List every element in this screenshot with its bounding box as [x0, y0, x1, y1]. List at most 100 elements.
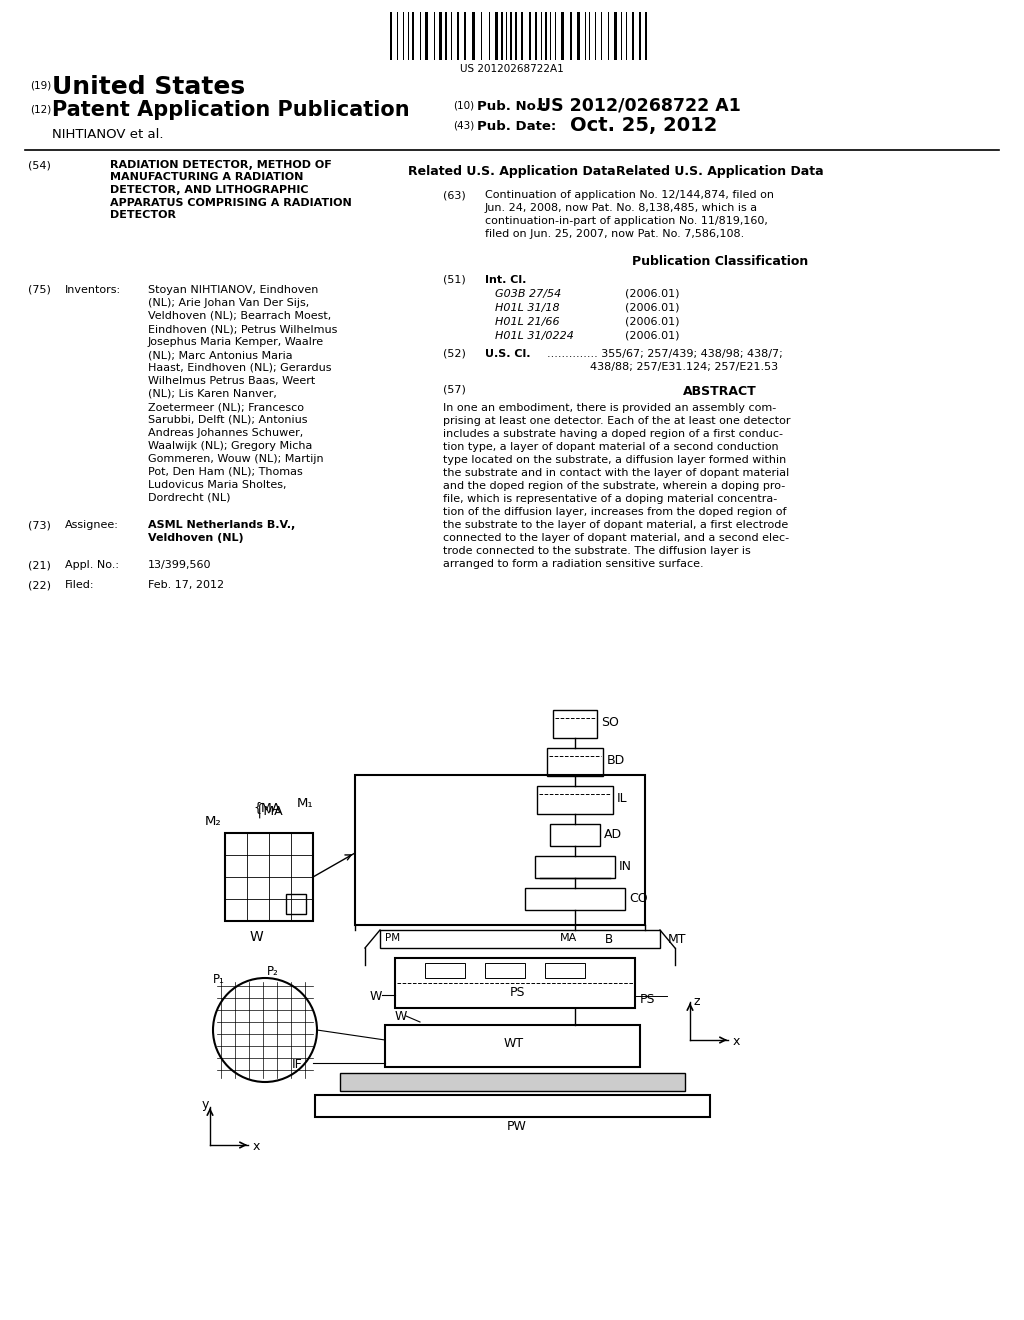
Text: z: z [693, 995, 699, 1008]
Bar [525, 888, 625, 909]
Text: Oct. 25, 2012: Oct. 25, 2012 [570, 116, 718, 135]
Text: (54): (54) [28, 160, 51, 170]
Bar [495, 12, 498, 59]
Bar [340, 1073, 685, 1092]
Text: (10): (10) [453, 100, 474, 110]
Text: M₁: M₁ [297, 797, 313, 810]
Bar [545, 964, 585, 978]
Text: US 2012/0268722 A1: US 2012/0268722 A1 [537, 96, 741, 115]
Text: Josephus Maria Kemper, Waalre: Josephus Maria Kemper, Waalre [148, 337, 325, 347]
Text: Andreas Johannes Schuwer,: Andreas Johannes Schuwer, [148, 428, 303, 438]
Bar [614, 12, 617, 59]
Bar [439, 12, 442, 59]
Text: Inventors:: Inventors: [65, 285, 121, 294]
Text: tion type, a layer of dopant material of a second conduction: tion type, a layer of dopant material of… [443, 442, 778, 451]
Bar [537, 785, 613, 814]
Text: WT: WT [504, 1038, 524, 1049]
Bar [561, 12, 564, 59]
Text: M₂: M₂ [205, 814, 222, 828]
Text: 13/399,560: 13/399,560 [148, 560, 212, 570]
Text: (21): (21) [28, 560, 51, 570]
Text: Related U.S. Application Data: Related U.S. Application Data [409, 165, 615, 178]
Text: Veldhoven (NL): Veldhoven (NL) [148, 533, 244, 543]
Text: (NL); Arie Johan Van Der Sijs,: (NL); Arie Johan Van Der Sijs, [148, 298, 309, 308]
Bar [355, 775, 645, 925]
Text: ⎧MA: ⎧MA [255, 803, 284, 818]
Text: Gommeren, Wouw (NL); Martijn: Gommeren, Wouw (NL); Martijn [148, 454, 324, 465]
Bar [577, 12, 580, 59]
Text: APPARATUS COMPRISING A RADIATION: APPARATUS COMPRISING A RADIATION [110, 198, 352, 207]
Bar [553, 710, 597, 738]
Bar [425, 12, 428, 59]
Text: PM: PM [385, 933, 400, 942]
Text: (2006.01): (2006.01) [625, 331, 680, 341]
Bar [485, 964, 525, 978]
Text: 438/88; 257/E31.124; 257/E21.53: 438/88; 257/E31.124; 257/E21.53 [590, 362, 778, 372]
Text: tion of the diffusion layer, increases from the doped region of: tion of the diffusion layer, increases f… [443, 507, 786, 517]
Text: H01L 31/0224: H01L 31/0224 [495, 331, 573, 341]
Bar [529, 12, 531, 59]
Text: (2006.01): (2006.01) [625, 317, 680, 327]
Bar [535, 12, 537, 59]
Bar [395, 958, 635, 1008]
Text: and the doped region of the substrate, wherein a doping pro-: and the doped region of the substrate, w… [443, 480, 785, 491]
Text: G03B 27/54: G03B 27/54 [495, 289, 561, 300]
Text: connected to the layer of dopant material, and a second elec-: connected to the layer of dopant materia… [443, 533, 790, 543]
Text: Feb. 17, 2012: Feb. 17, 2012 [148, 579, 224, 590]
Text: Sarubbi, Delft (NL); Antonius: Sarubbi, Delft (NL); Antonius [148, 414, 307, 425]
Text: (NL); Marc Antonius Maria: (NL); Marc Antonius Maria [148, 350, 293, 360]
Text: file, which is representative of a doping material concentra-: file, which is representative of a dopin… [443, 494, 777, 504]
Text: MANUFACTURING A RADIATION: MANUFACTURING A RADIATION [110, 173, 303, 182]
Text: PW: PW [507, 1119, 527, 1133]
Text: W: W [250, 931, 264, 944]
Bar [286, 894, 306, 913]
Bar [425, 964, 465, 978]
Text: P₁: P₁ [213, 973, 225, 986]
Text: Zoetermeer (NL); Francesco: Zoetermeer (NL); Francesco [148, 403, 304, 412]
Text: Eindhoven (NL); Petrus Wilhelmus: Eindhoven (NL); Petrus Wilhelmus [148, 323, 337, 334]
Bar [225, 833, 313, 921]
Bar [380, 931, 660, 948]
Text: Publication Classification: Publication Classification [632, 255, 808, 268]
Text: H01L 21/66: H01L 21/66 [495, 317, 560, 327]
Text: MT: MT [668, 933, 686, 946]
Text: SO: SO [601, 715, 618, 729]
Text: type located on the substrate, a diffusion layer formed within: type located on the substrate, a diffusi… [443, 455, 786, 465]
Text: (52): (52) [443, 348, 466, 359]
Text: the substrate and in contact with the layer of dopant material: the substrate and in contact with the la… [443, 469, 790, 478]
Text: United States: United States [52, 75, 245, 99]
Bar [645, 12, 647, 59]
Bar [510, 12, 512, 59]
Text: Pot, Den Ham (NL); Thomas: Pot, Den Ham (NL); Thomas [148, 467, 303, 477]
Text: (2006.01): (2006.01) [625, 289, 680, 300]
Text: (2006.01): (2006.01) [625, 304, 680, 313]
Text: ASML Netherlands B.V.,: ASML Netherlands B.V., [148, 520, 295, 531]
Text: MA: MA [560, 933, 578, 942]
Text: Jun. 24, 2008, now Pat. No. 8,138,485, which is a: Jun. 24, 2008, now Pat. No. 8,138,485, w… [485, 203, 758, 213]
Text: (NL); Lis Karen Nanver,: (NL); Lis Karen Nanver, [148, 389, 276, 399]
Text: Continuation of application No. 12/144,874, filed on: Continuation of application No. 12/144,8… [485, 190, 774, 201]
Text: x: x [733, 1035, 740, 1048]
Text: (63): (63) [443, 190, 466, 201]
Bar [385, 1026, 640, 1067]
Text: PS: PS [510, 986, 525, 999]
Text: ABSTRACT: ABSTRACT [683, 385, 757, 399]
Text: {MA: {MA [253, 801, 281, 814]
Bar [515, 12, 517, 59]
Text: includes a substrate having a doped region of a first conduc-: includes a substrate having a doped regi… [443, 429, 783, 440]
Text: Waalwijk (NL); Gregory Micha: Waalwijk (NL); Gregory Micha [148, 441, 312, 451]
Bar [639, 12, 641, 59]
Text: U.S. Cl.: U.S. Cl. [485, 348, 530, 359]
Text: W: W [395, 1010, 408, 1023]
Text: NIHTIANOV et al.: NIHTIANOV et al. [52, 128, 164, 141]
Text: (12): (12) [30, 106, 51, 115]
Text: AD: AD [604, 828, 623, 841]
Text: Dordrecht (NL): Dordrecht (NL) [148, 492, 230, 503]
Bar [390, 12, 392, 59]
Text: IF: IF [292, 1059, 303, 1071]
Text: Wilhelmus Petrus Baas, Weert: Wilhelmus Petrus Baas, Weert [148, 376, 315, 385]
Text: continuation-in-part of application No. 11/819,160,: continuation-in-part of application No. … [485, 216, 768, 226]
Text: Pub. No.:: Pub. No.: [477, 100, 547, 114]
Bar [521, 12, 523, 59]
Bar [570, 12, 572, 59]
